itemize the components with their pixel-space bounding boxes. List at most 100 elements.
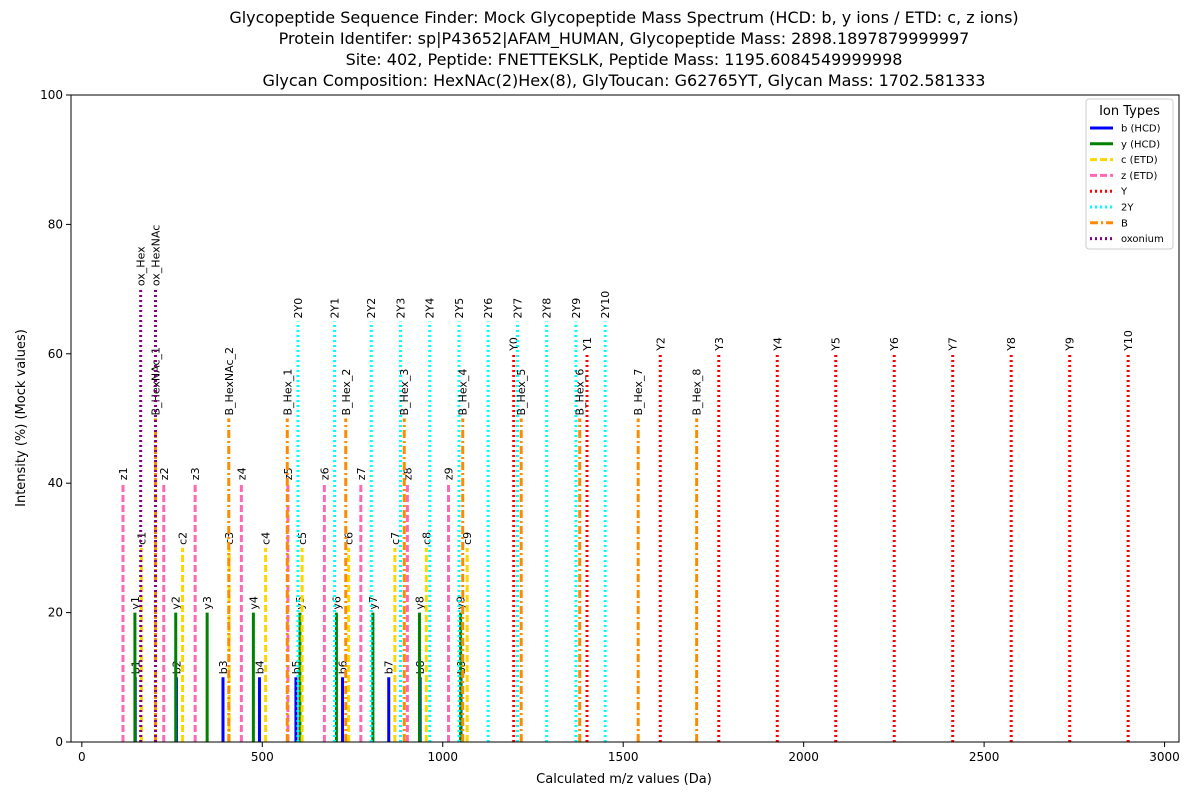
- peak-label-B_Hex_4: B_Hex_4: [457, 369, 470, 416]
- peak-label-Y2: Y2: [654, 337, 667, 352]
- y-tick-label: 100: [40, 88, 63, 102]
- x-tick-label: 3000: [1149, 750, 1180, 764]
- x-axis-label: Calculated m/z values (Da): [536, 772, 712, 787]
- legend-entry-label: c (ETD): [1121, 155, 1158, 166]
- peak-label-Y8: Y8: [1005, 337, 1018, 352]
- legend: Ion Types b (HCD) y (HCD) c (ETD) z (ETD) Y 2Y…: [1085, 98, 1174, 250]
- peak-label-2Y10: 2Y10: [599, 291, 612, 319]
- peak-label-z9: z9: [443, 467, 456, 480]
- peak-label-c8: c8: [420, 532, 433, 545]
- peak-label-c1: c1: [135, 532, 148, 545]
- x-tick-label: 500: [251, 750, 274, 764]
- peak-label-ox_HexNAc: ox_HexNAc: [149, 225, 162, 286]
- peak-label-Y4: Y4: [771, 337, 784, 352]
- peak-label-Y5: Y5: [830, 337, 843, 352]
- title-line-4: Glycan Composition: HexNAc(2)Hex(8), Gly…: [263, 71, 986, 90]
- x-tick-label: 1000: [427, 750, 458, 764]
- x-tick-label: 2000: [788, 750, 819, 764]
- x-axis: 0 500 1000 1500 2000 2500 3000: [78, 742, 1180, 764]
- peak-label-y8: y8: [413, 596, 426, 610]
- legend-entry-label: 2Y: [1121, 203, 1134, 214]
- y-axis-label: Intensity (%) (Mock values): [14, 329, 29, 507]
- legend-entry-label: z (ETD): [1121, 171, 1157, 182]
- legend-title: Ion Types: [1099, 104, 1160, 119]
- y-tick-label: 60: [48, 347, 63, 361]
- peak-label-c9: c9: [461, 532, 474, 545]
- series-oxonium: ox_Hex ox_HexNAc: [135, 225, 162, 742]
- y-axis: 0 20 40 60 80 100: [40, 88, 71, 749]
- peak-label-Y3: Y3: [713, 337, 726, 352]
- chart-title: Glycopeptide Sequence Finder: Mock Glyco…: [229, 8, 1018, 90]
- peak-label-b7: b7: [383, 660, 396, 674]
- peak-label-c4: c4: [260, 532, 273, 545]
- legend-entry-label: oxonium: [1121, 234, 1164, 245]
- peak-label-B_Hex_5: B_Hex_5: [515, 369, 528, 416]
- peak-label-y4: y4: [247, 596, 260, 610]
- series-y-hcd-: y1 y2 y3 y4 y5 y6 y7 y8 y9: [129, 596, 468, 742]
- legend-entry-label: b (HCD): [1121, 124, 1161, 135]
- peak-label-Y0: Y0: [508, 337, 521, 352]
- legend-entry-label: y (HCD): [1121, 139, 1160, 150]
- peak-label-2Y5: 2Y5: [453, 298, 466, 319]
- y-tick-label: 40: [48, 476, 63, 490]
- peak-label-2Y9: 2Y9: [570, 298, 583, 319]
- peak-label-z1: z1: [117, 467, 130, 480]
- peak-label-z2: z2: [158, 467, 171, 480]
- peak-label-ox_Hex: ox_Hex: [135, 246, 148, 286]
- peak-label-B_Hex_1: B_Hex_1: [281, 369, 294, 416]
- peak-label-2Y0: 2Y0: [292, 298, 305, 319]
- peak-label-Y7: Y7: [947, 337, 960, 352]
- series-2y: 2Y0 2Y1 2Y2 2Y3 2Y4 2Y5 2Y6 2Y7 2Y8 2Y9 2Y10: [292, 291, 612, 742]
- legend-box: [1085, 98, 1174, 250]
- series-z-etd-: z1z2z3z4z5z6z7z8z9: [117, 467, 456, 742]
- peak-label-Y1: Y1: [581, 337, 594, 352]
- x-tick-label: 0: [78, 750, 86, 764]
- peak-label-c2: c2: [177, 532, 190, 545]
- peak-label-2Y6: 2Y6: [482, 298, 495, 319]
- y-tick-label: 0: [55, 735, 63, 749]
- peak-label-B_Hex_6: B_Hex_6: [574, 369, 587, 416]
- peak-label-z6: z6: [318, 467, 331, 480]
- peak-label-Y10: Y10: [1122, 330, 1135, 352]
- peak-label-z7: z7: [355, 467, 368, 480]
- peak-label-2Y3: 2Y3: [394, 298, 407, 319]
- peak-label-Y9: Y9: [1064, 337, 1077, 352]
- peak-label-y5: y5: [294, 596, 307, 610]
- plot-frame: [70, 94, 1180, 743]
- peak-label-2Y7: 2Y7: [511, 298, 524, 319]
- peak-label-y3: y3: [201, 596, 214, 610]
- peak-label-c7: c7: [389, 532, 402, 545]
- peak-label-B_Hex_2: B_Hex_2: [340, 369, 353, 416]
- peak-label-y1: y1: [129, 596, 142, 610]
- peak-label-2Y2: 2Y2: [365, 298, 378, 319]
- series-y: Y0 Y1 Y2 Y3 Y4 Y5 Y6 Y7 Y8 Y9 Y10: [508, 330, 1135, 742]
- peak-label-2Y8: 2Y8: [541, 298, 554, 319]
- y-tick-label: 80: [48, 217, 63, 231]
- x-tick-label: 1500: [608, 750, 639, 764]
- peak-label-z8: z8: [401, 467, 414, 480]
- y-tick-label: 20: [48, 606, 63, 620]
- peak-label-z3: z3: [189, 467, 202, 480]
- peak-label-c6: c6: [343, 532, 356, 545]
- peak-label-y7: y7: [367, 596, 380, 610]
- title-line-3: Site: 402, Peptide: FNETTEKSLK, Peptide …: [346, 50, 903, 69]
- series-c-etd-: c1c2c3c4c5c6c7c8c9: [135, 532, 474, 742]
- title-line-2: Protein Identifer: sp|P43652|AFAM_HUMAN,…: [279, 29, 970, 49]
- legend-entry-label: B: [1121, 218, 1128, 229]
- peak-label-b3: b3: [217, 660, 230, 674]
- peak-label-y6: y6: [330, 596, 343, 610]
- title-line-1: Glycopeptide Sequence Finder: Mock Glyco…: [229, 8, 1018, 27]
- peak-label-z4: z4: [235, 467, 248, 480]
- legend-entry-label: Y: [1120, 187, 1128, 198]
- peak-label-B_Hex_7: B_Hex_7: [632, 369, 645, 416]
- peak-label-b4: b4: [253, 660, 266, 674]
- peak-label-2Y1: 2Y1: [329, 298, 342, 319]
- peak-label-y2: y2: [170, 596, 183, 610]
- plot-area: b1b2b3b4b5b6b7b8b9y1y2y3y4y5y6y7y8y9c1c2…: [117, 225, 1135, 742]
- peak-label-Y6: Y6: [888, 337, 901, 352]
- peak-label-c5: c5: [296, 532, 309, 545]
- peak-label-2Y4: 2Y4: [424, 298, 437, 319]
- peak-label-B_Hex_3: B_Hex_3: [398, 369, 411, 416]
- x-tick-label: 2500: [969, 750, 1000, 764]
